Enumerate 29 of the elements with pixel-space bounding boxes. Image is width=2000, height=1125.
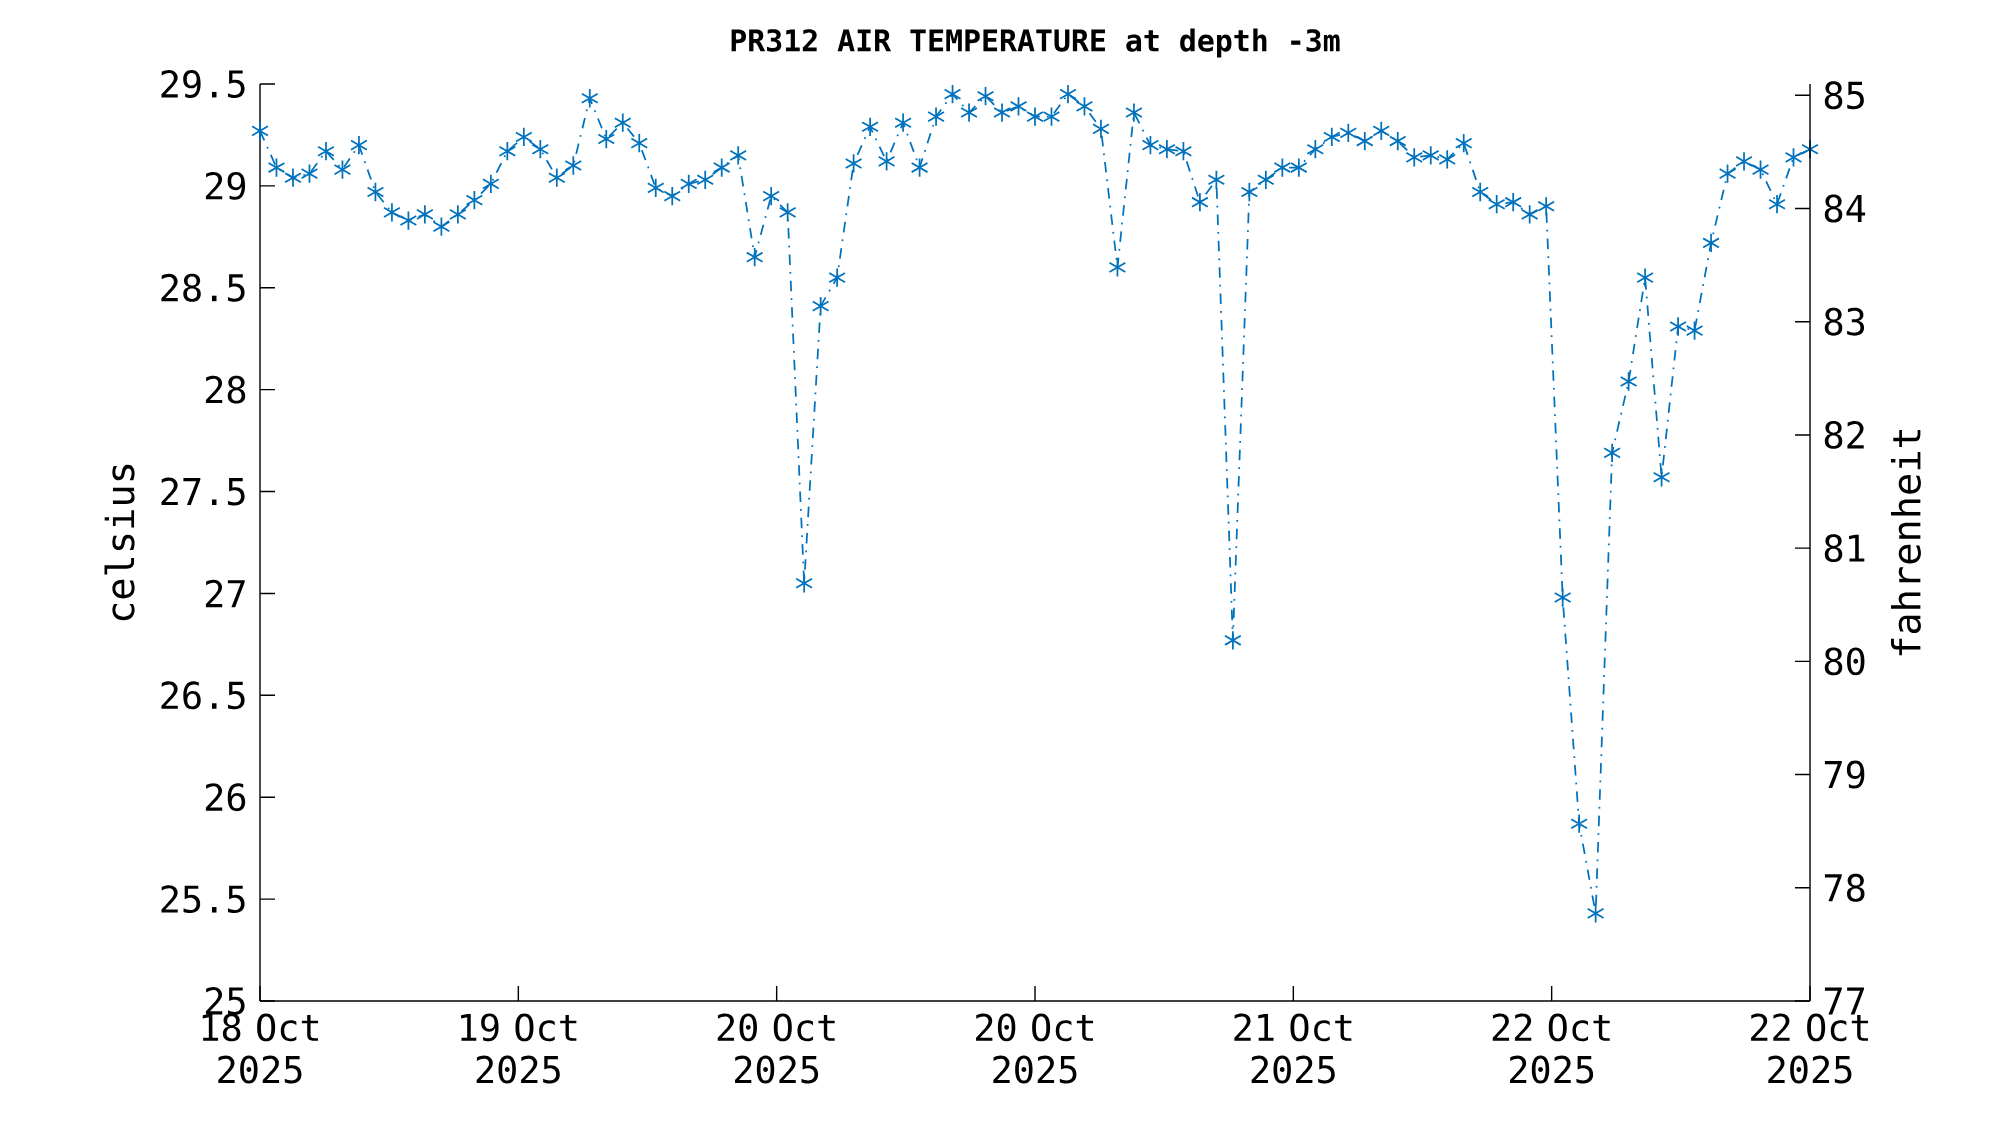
y2-tick-label: 83 <box>1824 307 1865 336</box>
x-tick-label: 20 Oct 2025 <box>976 1013 1094 1084</box>
x-tick-label: 22 Oct 2025 <box>1492 1013 1610 1084</box>
y-tick-label: 26 <box>205 783 246 812</box>
y-tick-label: 28.5 <box>161 273 245 302</box>
y-tick-label: 25 <box>205 987 245 1015</box>
y-tick-label: 25.5 <box>161 885 245 914</box>
y2-tick-label: 78 <box>1824 873 1865 902</box>
y2-tick-label: 81 <box>1824 534 1865 563</box>
y-tick-label: 27 <box>205 579 245 608</box>
y2-tick-label: 85 <box>1824 81 1864 110</box>
chart-title: PR312 AIR TEMPERATURE at depth -3m <box>731 28 1340 58</box>
y2-tick-label: 77 <box>1824 987 1865 1015</box>
y2-axis-title: fahrenheit <box>1890 429 1921 656</box>
y-axis-title: celsius <box>104 464 135 621</box>
x-tick-label: 18 Oct 2025 <box>202 1013 319 1084</box>
y2-tick-label: 84 <box>1824 194 1866 223</box>
y-tick-label: 27.5 <box>161 477 245 506</box>
y2-tick-label: 82 <box>1824 420 1864 449</box>
x-tick-label: 21 Oct 2025 <box>1234 1013 1352 1084</box>
x-tick-label: 22 Oct 2025 <box>1751 1013 1869 1084</box>
y-tick-label: 26.5 <box>161 681 245 710</box>
y-tick-label: 29.5 <box>161 70 245 98</box>
x-tick-label: 20 Oct 2025 <box>717 1013 835 1084</box>
y-tick-label: 28 <box>205 375 246 404</box>
y2-tick-label: 79 <box>1824 760 1865 789</box>
y2-tick-label: 80 <box>1824 647 1865 676</box>
y-tick-label: 29 <box>205 171 246 200</box>
x-tick-label: 19 Oct 2025 <box>461 1013 577 1084</box>
